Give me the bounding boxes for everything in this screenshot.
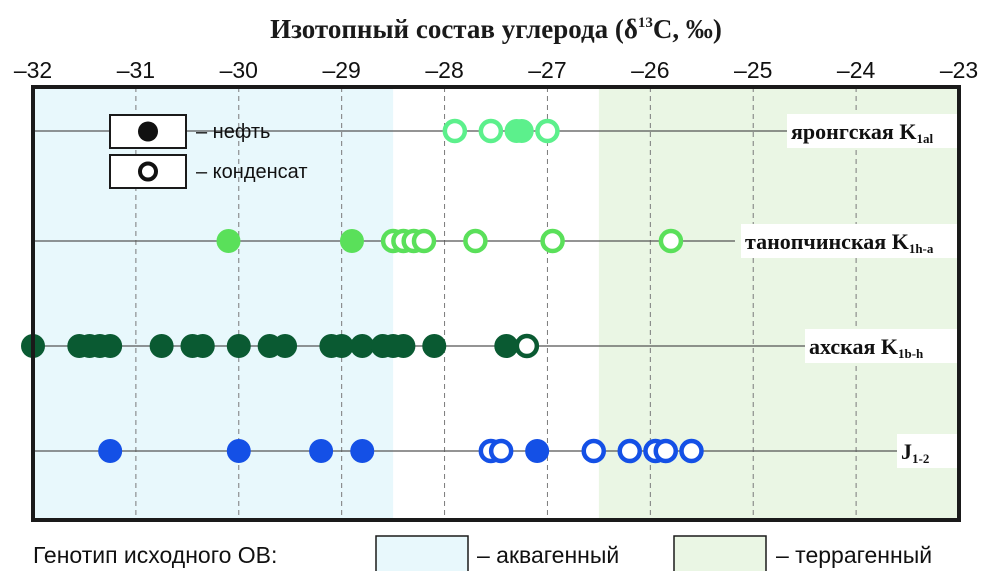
oil-point bbox=[149, 334, 174, 358]
oil-point bbox=[350, 334, 375, 358]
oil-point bbox=[339, 229, 364, 253]
x-tick-label: –24 bbox=[837, 57, 876, 83]
condensate-point bbox=[463, 228, 488, 254]
footer-prefix: Генотип исходного ОВ: bbox=[33, 542, 277, 568]
condensate-point bbox=[488, 438, 514, 464]
x-tick-label: –23 bbox=[940, 57, 978, 83]
legend-condensate-marker bbox=[138, 161, 158, 182]
x-tick-label: –32 bbox=[14, 57, 52, 83]
oil-point bbox=[98, 334, 123, 358]
region-аквагенный bbox=[33, 87, 394, 520]
series-row: танопчинская K1h-a bbox=[33, 224, 967, 258]
x-tick-label: –30 bbox=[220, 57, 258, 83]
condensate-point bbox=[411, 228, 437, 254]
row-label: танопчинская K1h-a bbox=[745, 229, 934, 256]
oil-point bbox=[422, 334, 447, 358]
x-tick-label: –29 bbox=[322, 57, 360, 83]
x-tick-labels: –32 –31 –30 –29 –28 –27 –26 –25 –24 –23 bbox=[14, 57, 978, 83]
gridlines bbox=[135, 87, 857, 520]
condensate-point bbox=[540, 228, 565, 254]
row-label-box bbox=[897, 434, 967, 468]
series-row: J1-2 bbox=[33, 434, 967, 468]
footer-aqua-swatch bbox=[375, 535, 469, 571]
row-label: ахская K1b-h bbox=[809, 334, 924, 361]
chart-title: Изотопный состав углерода (δ13C, ‰) bbox=[270, 14, 722, 44]
condensate-point bbox=[442, 118, 468, 144]
oil-point bbox=[329, 334, 354, 358]
footer-terra-label: – террагенный bbox=[776, 542, 932, 568]
row-label-box bbox=[741, 224, 967, 258]
marker-legend: – нефть – конденсат bbox=[109, 114, 308, 189]
oil-point bbox=[226, 334, 251, 358]
oil-point bbox=[509, 119, 534, 143]
row-label-box bbox=[787, 114, 967, 148]
condensate-point bbox=[581, 438, 606, 464]
condensate-point bbox=[535, 118, 560, 144]
plot-frame bbox=[31, 85, 961, 522]
oil-point bbox=[391, 334, 416, 358]
legend-label: – конденсат bbox=[196, 161, 308, 183]
oil-point bbox=[190, 334, 215, 358]
series-rows: яронгская K1al танопчинская K1h-a ахская K… bbox=[21, 114, 967, 468]
footer-aqua-label: – аквагенный bbox=[477, 542, 619, 568]
x-tick-label: –28 bbox=[425, 57, 463, 83]
row-label: J1-2 bbox=[901, 439, 929, 466]
oil-point bbox=[350, 439, 375, 463]
series-row: ахская K1b-h bbox=[21, 329, 967, 363]
x-tick-label: –27 bbox=[528, 57, 566, 83]
genotype-regions bbox=[33, 87, 959, 520]
legend-oil-marker bbox=[138, 121, 158, 142]
condensate-point bbox=[658, 228, 684, 254]
oil-point bbox=[98, 439, 123, 463]
series-row: яронгская K1al bbox=[33, 114, 967, 148]
x-tick-label: –31 bbox=[117, 57, 155, 83]
footer-terra-swatch bbox=[673, 535, 767, 571]
oil-point bbox=[525, 439, 550, 463]
condensate-point bbox=[679, 438, 704, 464]
oil-point bbox=[494, 334, 519, 358]
legend-label: – нефть bbox=[196, 121, 270, 143]
row-label-box bbox=[805, 329, 967, 363]
x-tick-label: –26 bbox=[631, 57, 669, 83]
x-tick-label: –25 bbox=[734, 57, 772, 83]
oil-point bbox=[226, 439, 251, 463]
condensate-point bbox=[514, 333, 540, 359]
condensate-point bbox=[478, 118, 504, 144]
row-label: яронгская K1al bbox=[791, 119, 933, 146]
condensate-point bbox=[617, 438, 643, 464]
oil-point bbox=[216, 229, 241, 253]
genotype-legend: Генотип исходного ОВ: – аквагенный – терра… bbox=[33, 535, 932, 571]
oil-point bbox=[273, 334, 298, 358]
oil-point bbox=[309, 439, 334, 463]
condensate-point bbox=[653, 438, 679, 464]
